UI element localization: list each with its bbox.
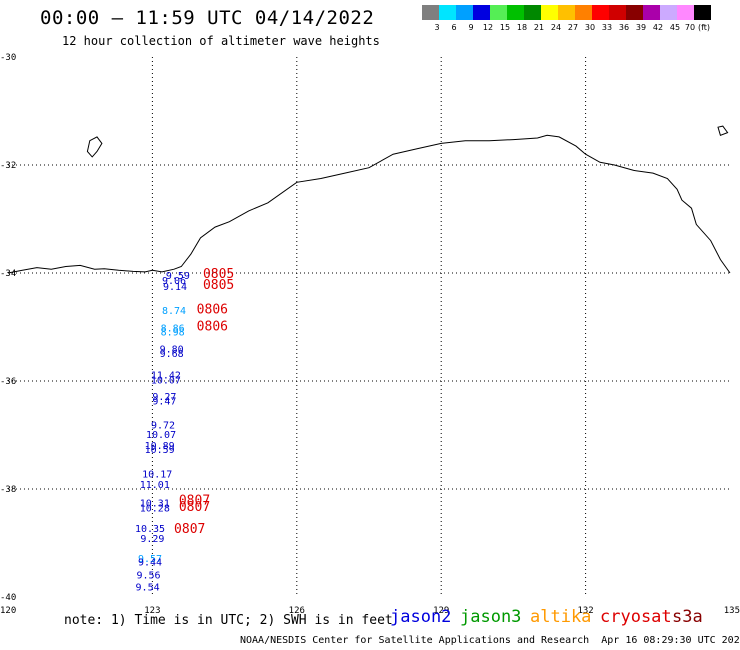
credit-text: NOAA/NESDIS Center for Satellite Applica… xyxy=(240,635,590,646)
wave-height-label: 11.42 xyxy=(151,371,181,382)
color-scale-swatch xyxy=(558,5,575,20)
color-scale-swatch xyxy=(677,5,694,20)
wave-height-label: 9.68 xyxy=(160,349,184,360)
map-frame xyxy=(8,57,730,597)
wave-height-label: 8.98 xyxy=(161,327,185,338)
color-scale-swatch xyxy=(609,5,626,20)
color-scale-label: (ft) xyxy=(698,23,710,32)
wave-height-label: 9.27 xyxy=(152,392,176,403)
wave-height-label: 9.44 xyxy=(138,557,162,568)
legend-s3a: s3a xyxy=(672,607,703,627)
color-scale-label: 3 xyxy=(434,23,439,32)
color-scale-swatch xyxy=(643,5,660,20)
lon-tick-label: 132 xyxy=(577,606,593,616)
wave-height-label: 9.29 xyxy=(140,534,164,545)
lat-tick-label: -34 xyxy=(0,269,16,279)
color-scale-label: 21 xyxy=(534,23,544,32)
color-scale-swatch xyxy=(439,5,456,20)
legend-cryosat: cryosat xyxy=(600,607,672,627)
wave-height-label: 10.31 xyxy=(140,499,170,510)
legend-altika: altika xyxy=(530,607,592,627)
color-scale-label: 27 xyxy=(568,23,578,32)
pass-time-label: 0806 xyxy=(197,303,228,318)
pass-time-label: 0807 xyxy=(179,500,210,515)
legend-jason2: jason2 xyxy=(390,607,452,627)
color-scale-swatch xyxy=(456,5,473,20)
wave-height-label: 9.57 xyxy=(138,554,162,565)
wave-height-label: 10.07 xyxy=(146,430,176,441)
map-title: 00:00 – 11:59 UTC 04/14/2022 xyxy=(40,7,375,29)
wave-height-label: 8.74 xyxy=(162,306,186,317)
lon-tick-label: 123 xyxy=(144,606,160,616)
credit-line: NOAA/NESDIS Center for Satellite Applica… xyxy=(240,635,740,646)
color-scale-swatch xyxy=(473,5,490,20)
wave-height-label: 9.06 xyxy=(162,276,186,287)
color-scale-label: 39 xyxy=(636,23,646,32)
lat-tick-label: -38 xyxy=(0,485,16,495)
wave-height-label: 9.56 xyxy=(137,570,161,581)
color-scale-swatch xyxy=(541,5,558,20)
pass-time-label: 0805 xyxy=(203,267,234,282)
color-scale-label: 30 xyxy=(585,23,595,32)
wave-height-label: 8.86 xyxy=(161,324,185,335)
color-scale-swatch xyxy=(694,5,711,20)
pass-time-label: 0807 xyxy=(179,493,210,508)
wave-height-label: 9.14 xyxy=(163,282,187,293)
lon-tick-label: 135 xyxy=(724,606,740,616)
color-scale-swatch xyxy=(660,5,677,20)
wave-height-label: 10.59 xyxy=(145,445,175,456)
lon-tick-label: 129 xyxy=(433,606,449,616)
lon-tick-label: 126 xyxy=(289,606,305,616)
color-scale-swatch xyxy=(490,5,507,20)
color-scale-swatch xyxy=(592,5,609,20)
wave-height-label: 10.28 xyxy=(140,503,170,514)
lat-tick-label: -30 xyxy=(0,53,16,63)
color-scale-label: 33 xyxy=(602,23,612,32)
lat-tick-label: -36 xyxy=(0,377,16,387)
lon-tick-label: 120 xyxy=(0,606,16,616)
color-scale-label: 42 xyxy=(653,23,663,32)
color-scale-swatch xyxy=(626,5,643,20)
coastline xyxy=(7,134,731,274)
wave-height-label: 11.01 xyxy=(140,480,170,491)
wave-height-label: 9.47 xyxy=(152,397,176,408)
pass-time-label: 0806 xyxy=(197,319,228,334)
timestamp: Apr 16 08:29:30 UTC 2022 xyxy=(601,635,740,646)
wave-height-label: 10.35 xyxy=(135,524,165,535)
color-scale-label: 70 xyxy=(685,23,695,32)
map-subtitle: 12 hour collection of altimeter wave hei… xyxy=(62,34,380,48)
color-scale-label: 6 xyxy=(451,23,456,32)
pass-time-label: 0805 xyxy=(203,278,234,293)
color-scale-swatch xyxy=(507,5,524,20)
color-scale-swatch xyxy=(575,5,592,20)
color-scale-label: 45 xyxy=(670,23,680,32)
island-outline xyxy=(86,136,103,158)
wave-height-label: 10.17 xyxy=(142,469,172,480)
wave-height-label: 10.07 xyxy=(151,375,181,386)
wave-height-label: 9.54 xyxy=(136,582,160,593)
color-scale-label: 24 xyxy=(551,23,561,32)
lat-tick-label: -32 xyxy=(0,161,16,171)
color-scale-label: 12 xyxy=(483,23,493,32)
wave-height-label: 9.59 xyxy=(166,271,190,282)
color-scale-label: 15 xyxy=(500,23,510,32)
color-scale-label: 9 xyxy=(468,23,473,32)
legend-jason3: jason3 xyxy=(460,607,522,627)
wave-height-label: 9.80 xyxy=(160,345,184,356)
wave-height-label: 9.72 xyxy=(151,420,175,431)
lat-tick-label: -40 xyxy=(0,593,16,603)
footer-note: note: 1) Time is in UTC; 2) SWH is in fe… xyxy=(64,613,393,628)
color-scale-swatch xyxy=(524,5,541,20)
pass-time-label: 0807 xyxy=(174,522,205,537)
color-scale-swatch xyxy=(422,5,439,20)
island-outline xyxy=(717,125,729,136)
color-scale-label: 36 xyxy=(619,23,629,32)
color-scale-label: 18 xyxy=(517,23,527,32)
wave-height-label: 10.89 xyxy=(145,441,175,452)
